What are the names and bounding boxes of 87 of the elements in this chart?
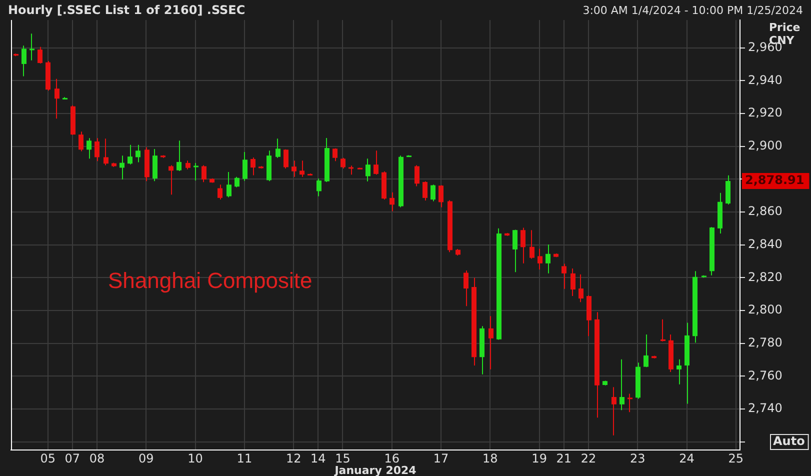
y-tick-label: 2,860 <box>748 204 782 218</box>
candlestick <box>512 229 518 273</box>
candlestick <box>628 393 632 413</box>
x-tick-label: 09 <box>138 451 154 466</box>
candlestick <box>120 155 124 180</box>
y-tick-label: 2,760 <box>748 368 782 382</box>
x-tick-label: 14 <box>310 451 326 466</box>
candlestick <box>54 78 60 120</box>
candlestick <box>676 358 682 385</box>
candlestick <box>30 33 34 61</box>
candlestick <box>292 160 296 178</box>
annotation: Shanghai Composite <box>108 268 312 294</box>
y-tick-label: 2,940 <box>748 72 782 87</box>
x-tick-label: 12 <box>286 451 302 466</box>
candlestick <box>438 184 444 208</box>
candlestick <box>422 180 428 202</box>
candlestick <box>488 316 494 370</box>
candlestick <box>546 244 550 274</box>
candlestick <box>176 140 182 172</box>
x-tick-label: 15 <box>335 451 350 466</box>
y-tick-label: 2,800 <box>748 302 782 317</box>
x-tick-label: 05 <box>40 451 56 466</box>
candlestick <box>250 157 256 176</box>
candlestick <box>276 138 280 158</box>
candlestick <box>194 162 198 182</box>
candlestick <box>464 270 468 307</box>
candlestick <box>86 138 92 160</box>
x-tick-label: 21 <box>556 451 572 466</box>
candlestick <box>78 131 84 152</box>
candlestick <box>128 144 132 165</box>
candlestick <box>284 148 288 170</box>
candlestick <box>242 151 248 182</box>
candlestick <box>726 174 730 205</box>
y-tick-label: 2,920 <box>748 106 782 120</box>
candlestick <box>234 176 240 188</box>
x-tick-label: 18 <box>482 451 498 466</box>
x-tick-label: 24 <box>679 451 694 466</box>
candlestick <box>22 45 26 77</box>
candlestick <box>660 318 666 342</box>
x-tick-label: 08 <box>89 451 105 466</box>
candlestick <box>538 248 542 270</box>
x-axis-title: January 2024 <box>334 464 417 476</box>
y-tick-label: 2,740 <box>748 401 782 416</box>
x-tick-label: 07 <box>64 451 80 466</box>
candlestick <box>414 164 420 187</box>
x-tick-label: 19 <box>532 451 547 466</box>
chart-title: Hourly [.SSEC List 1 of 2160] .SSEC <box>8 3 246 17</box>
candlestick <box>366 158 370 182</box>
candlestick <box>348 165 354 176</box>
candlestick <box>332 148 338 162</box>
candlestick <box>612 386 616 436</box>
candlestick <box>430 184 436 202</box>
candlestick <box>520 227 526 264</box>
x-tick-label: 17 <box>433 451 449 466</box>
y-tick-label: 2,820 <box>748 270 782 284</box>
candlestick <box>570 268 576 297</box>
text: Auto <box>773 434 805 448</box>
candlestick <box>390 192 394 212</box>
y-tick-label: 2,900 <box>748 138 782 152</box>
candlestick <box>578 274 584 303</box>
candlestick <box>38 46 42 64</box>
candlestick <box>644 334 648 368</box>
candlestick <box>202 164 206 183</box>
x-tick-label: 16 <box>384 451 400 466</box>
x-tick-label: 11 <box>236 451 252 466</box>
candlestick <box>226 171 232 198</box>
candlestick <box>562 263 566 290</box>
candlestick <box>136 144 140 163</box>
candlestick <box>168 164 174 196</box>
candlestick <box>152 148 158 182</box>
y-tick-label: 2,840 <box>748 236 782 251</box>
chart-subtitle: 3:00 AM 1/4/2024 - 10:00 PM 1/25/2024 <box>582 4 803 17</box>
candlestick <box>530 230 534 260</box>
candlestick <box>300 160 304 178</box>
candlestick <box>316 178 322 197</box>
candlestick <box>94 138 100 162</box>
x-tick-label: 10 <box>188 451 203 466</box>
x-tick-label: 23 <box>630 451 646 466</box>
x-tick-label: 25 <box>728 451 744 466</box>
y-tick-label: 2,780 <box>748 335 782 350</box>
candlestick <box>104 138 108 166</box>
x-tick-label: 22 <box>580 451 596 466</box>
candlestick <box>620 358 624 411</box>
candlestick <box>374 150 378 176</box>
text: 2,878.91 <box>745 173 804 188</box>
candlestick <box>340 157 346 170</box>
candlestick <box>218 184 222 200</box>
